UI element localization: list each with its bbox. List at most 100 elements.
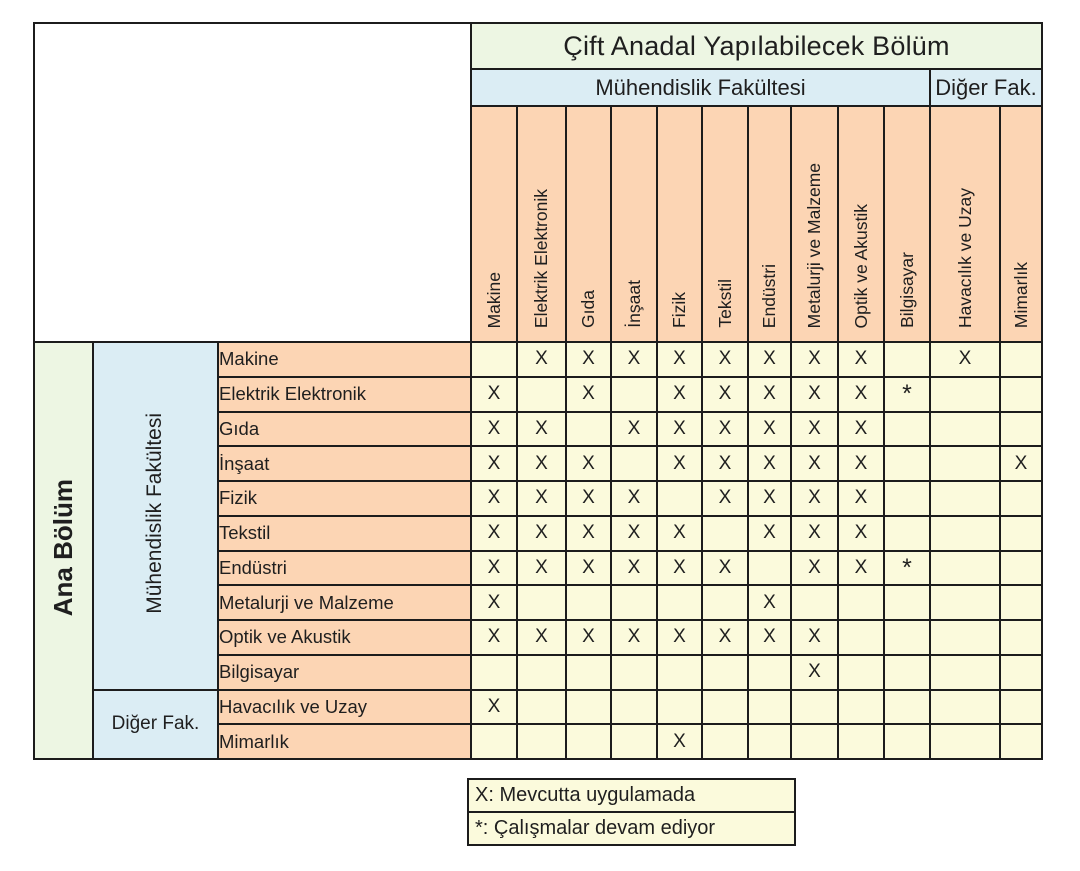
matrix-cell-mark: X: [837, 549, 885, 587]
column-header: İnşaat: [610, 105, 658, 343]
matrix-cell-mark: X: [470, 480, 518, 517]
matrix-cell-empty: [883, 410, 931, 448]
row-axis-text: Ana Bölüm: [47, 479, 78, 617]
row-label: Optik ve Akustik: [217, 619, 472, 656]
matrix-cell-empty: [610, 375, 658, 413]
matrix-cell-mark: X: [837, 341, 885, 378]
matrix-cell-empty: [929, 688, 1001, 726]
row-label: Makine: [217, 341, 472, 378]
column-header: Gıda: [565, 105, 612, 343]
matrix-cell-mark: X: [470, 375, 518, 413]
matrix-cell-mark: X: [516, 619, 567, 656]
matrix-cell-empty: [999, 410, 1043, 448]
matrix-cell-mark: X: [656, 341, 703, 378]
matrix-cell-empty: [470, 653, 518, 691]
matrix-cell-empty: [999, 723, 1043, 760]
table-row: Diğer Fak. Havacılık ve Uzay X: [34, 688, 1043, 760]
matrix-cell-mark: X: [747, 514, 792, 552]
column-header: Elektrik Elektronik: [516, 105, 567, 343]
matrix-cell-empty: [701, 688, 749, 726]
matrix-cell-mark: X: [747, 341, 792, 378]
matrix-cell-empty: [790, 688, 839, 726]
matrix-cell-mark: X: [610, 410, 658, 448]
matrix-cell-empty: [701, 723, 749, 760]
matrix-cell-empty: [929, 723, 1001, 760]
column-header-label: İnşaat: [623, 280, 644, 328]
matrix-cell-mark: X: [837, 480, 885, 517]
matrix-cell-empty: [747, 723, 792, 760]
matrix-cell-empty: [701, 514, 749, 552]
matrix-cell-mark: X: [610, 549, 658, 587]
table-row: Endüstri X X X X X X X X *: [34, 549, 1043, 587]
matrix-cell-empty: [837, 584, 885, 621]
column-header: Metalurji ve Malzeme: [790, 105, 839, 343]
matrix-cell-empty: [701, 653, 749, 691]
matrix-cell-mark: X: [837, 514, 885, 552]
matrix-cell-empty: [999, 341, 1043, 378]
matrix-cell-empty: [883, 584, 931, 621]
matrix-cell-mark: X: [747, 619, 792, 656]
matrix-cell-empty: [565, 410, 612, 448]
matrix-cell-mark: *: [883, 375, 931, 413]
matrix-cell-mark: X: [747, 480, 792, 517]
matrix-cell-empty: [610, 584, 658, 621]
matrix-cell-mark: *: [883, 549, 931, 587]
matrix-cell-mark: X: [747, 410, 792, 448]
matrix-cell-empty: [999, 688, 1043, 726]
row-axis-label: Ana Bölüm: [33, 341, 94, 760]
matrix-cell-empty: [516, 375, 567, 413]
matrix-cell-empty: [929, 514, 1001, 552]
column-header-label: Endüstri: [759, 263, 780, 328]
matrix-cell-empty: [883, 653, 931, 691]
row-group-diger-fak: Diğer Fak.: [92, 688, 219, 760]
matrix-cell-empty: [701, 584, 749, 621]
table-row: Ana Bölüm Mühendislik Fakültesi Makine X X X X…: [33, 341, 1043, 760]
table-row: Gıda X X X X X X X X: [34, 410, 1043, 448]
table-row: Bilgisayar X: [34, 653, 1043, 691]
matrix-cell-mark: X: [790, 341, 839, 378]
row-group-muhendislik: Mühendislik Fakültesi: [92, 341, 219, 691]
column-header: Fizik: [656, 105, 703, 343]
column-header: Optik ve Akustik: [837, 105, 885, 343]
matrix-cell-empty: [929, 653, 1001, 691]
matrix-cell-mark: X: [610, 480, 658, 517]
column-header: Tekstil: [701, 105, 749, 343]
matrix-cell-empty: [656, 653, 703, 691]
matrix-cell-mark: X: [747, 445, 792, 482]
matrix-cell-empty: [790, 584, 839, 621]
matrix-cell-mark: X: [610, 514, 658, 552]
matrix-cell-mark: X: [565, 619, 612, 656]
column-header: Mimarlık: [999, 105, 1043, 343]
row-label: Havacılık ve Uzay: [217, 688, 472, 726]
matrix-cell-empty: [747, 688, 792, 726]
matrix-cell-mark: X: [610, 619, 658, 656]
matrix-cell-mark: X: [790, 480, 839, 517]
row-label: Metalurji ve Malzeme: [217, 584, 472, 621]
matrix-cell-mark: X: [565, 480, 612, 517]
column-header-label: Bilgisayar: [896, 252, 917, 328]
matrix-cell-mark: X: [516, 445, 567, 482]
matrix-cell-empty: [656, 480, 703, 517]
column-header-label: Metalurji ve Malzeme: [804, 162, 825, 328]
matrix-cell-empty: [516, 653, 567, 691]
matrix-cell-empty: [790, 723, 839, 760]
matrix-cell-empty: [929, 584, 1001, 621]
matrix-cell-empty: [999, 653, 1043, 691]
table-row: Fizik X X X X X X X X: [34, 480, 1043, 517]
matrix-cell-mark: X: [565, 549, 612, 587]
matrix-cell-mark: X: [516, 341, 567, 378]
matrix-cell-empty: [883, 341, 931, 378]
matrix-cell-empty: [999, 375, 1043, 413]
matrix-cell-mark: X: [656, 549, 703, 587]
matrix-cell-mark: X: [701, 549, 749, 587]
matrix-cell-mark: X: [656, 723, 703, 760]
matrix-cell-mark: X: [470, 445, 518, 482]
top-left-spacer: [33, 22, 472, 343]
matrix-cell-mark: X: [470, 688, 518, 726]
double-major-matrix: Çift Anadal Yapılabilecek Bölüm Mühendis…: [33, 22, 1043, 760]
column-headers-row: Makine Elektrik Elektronik Gıda İnşaat Fizik…: [34, 105, 1043, 343]
matrix-cell-empty: [883, 619, 931, 656]
row-label: Fizik: [217, 480, 472, 517]
matrix-cell-empty: [610, 688, 658, 726]
matrix-cell-mark: X: [516, 549, 567, 587]
